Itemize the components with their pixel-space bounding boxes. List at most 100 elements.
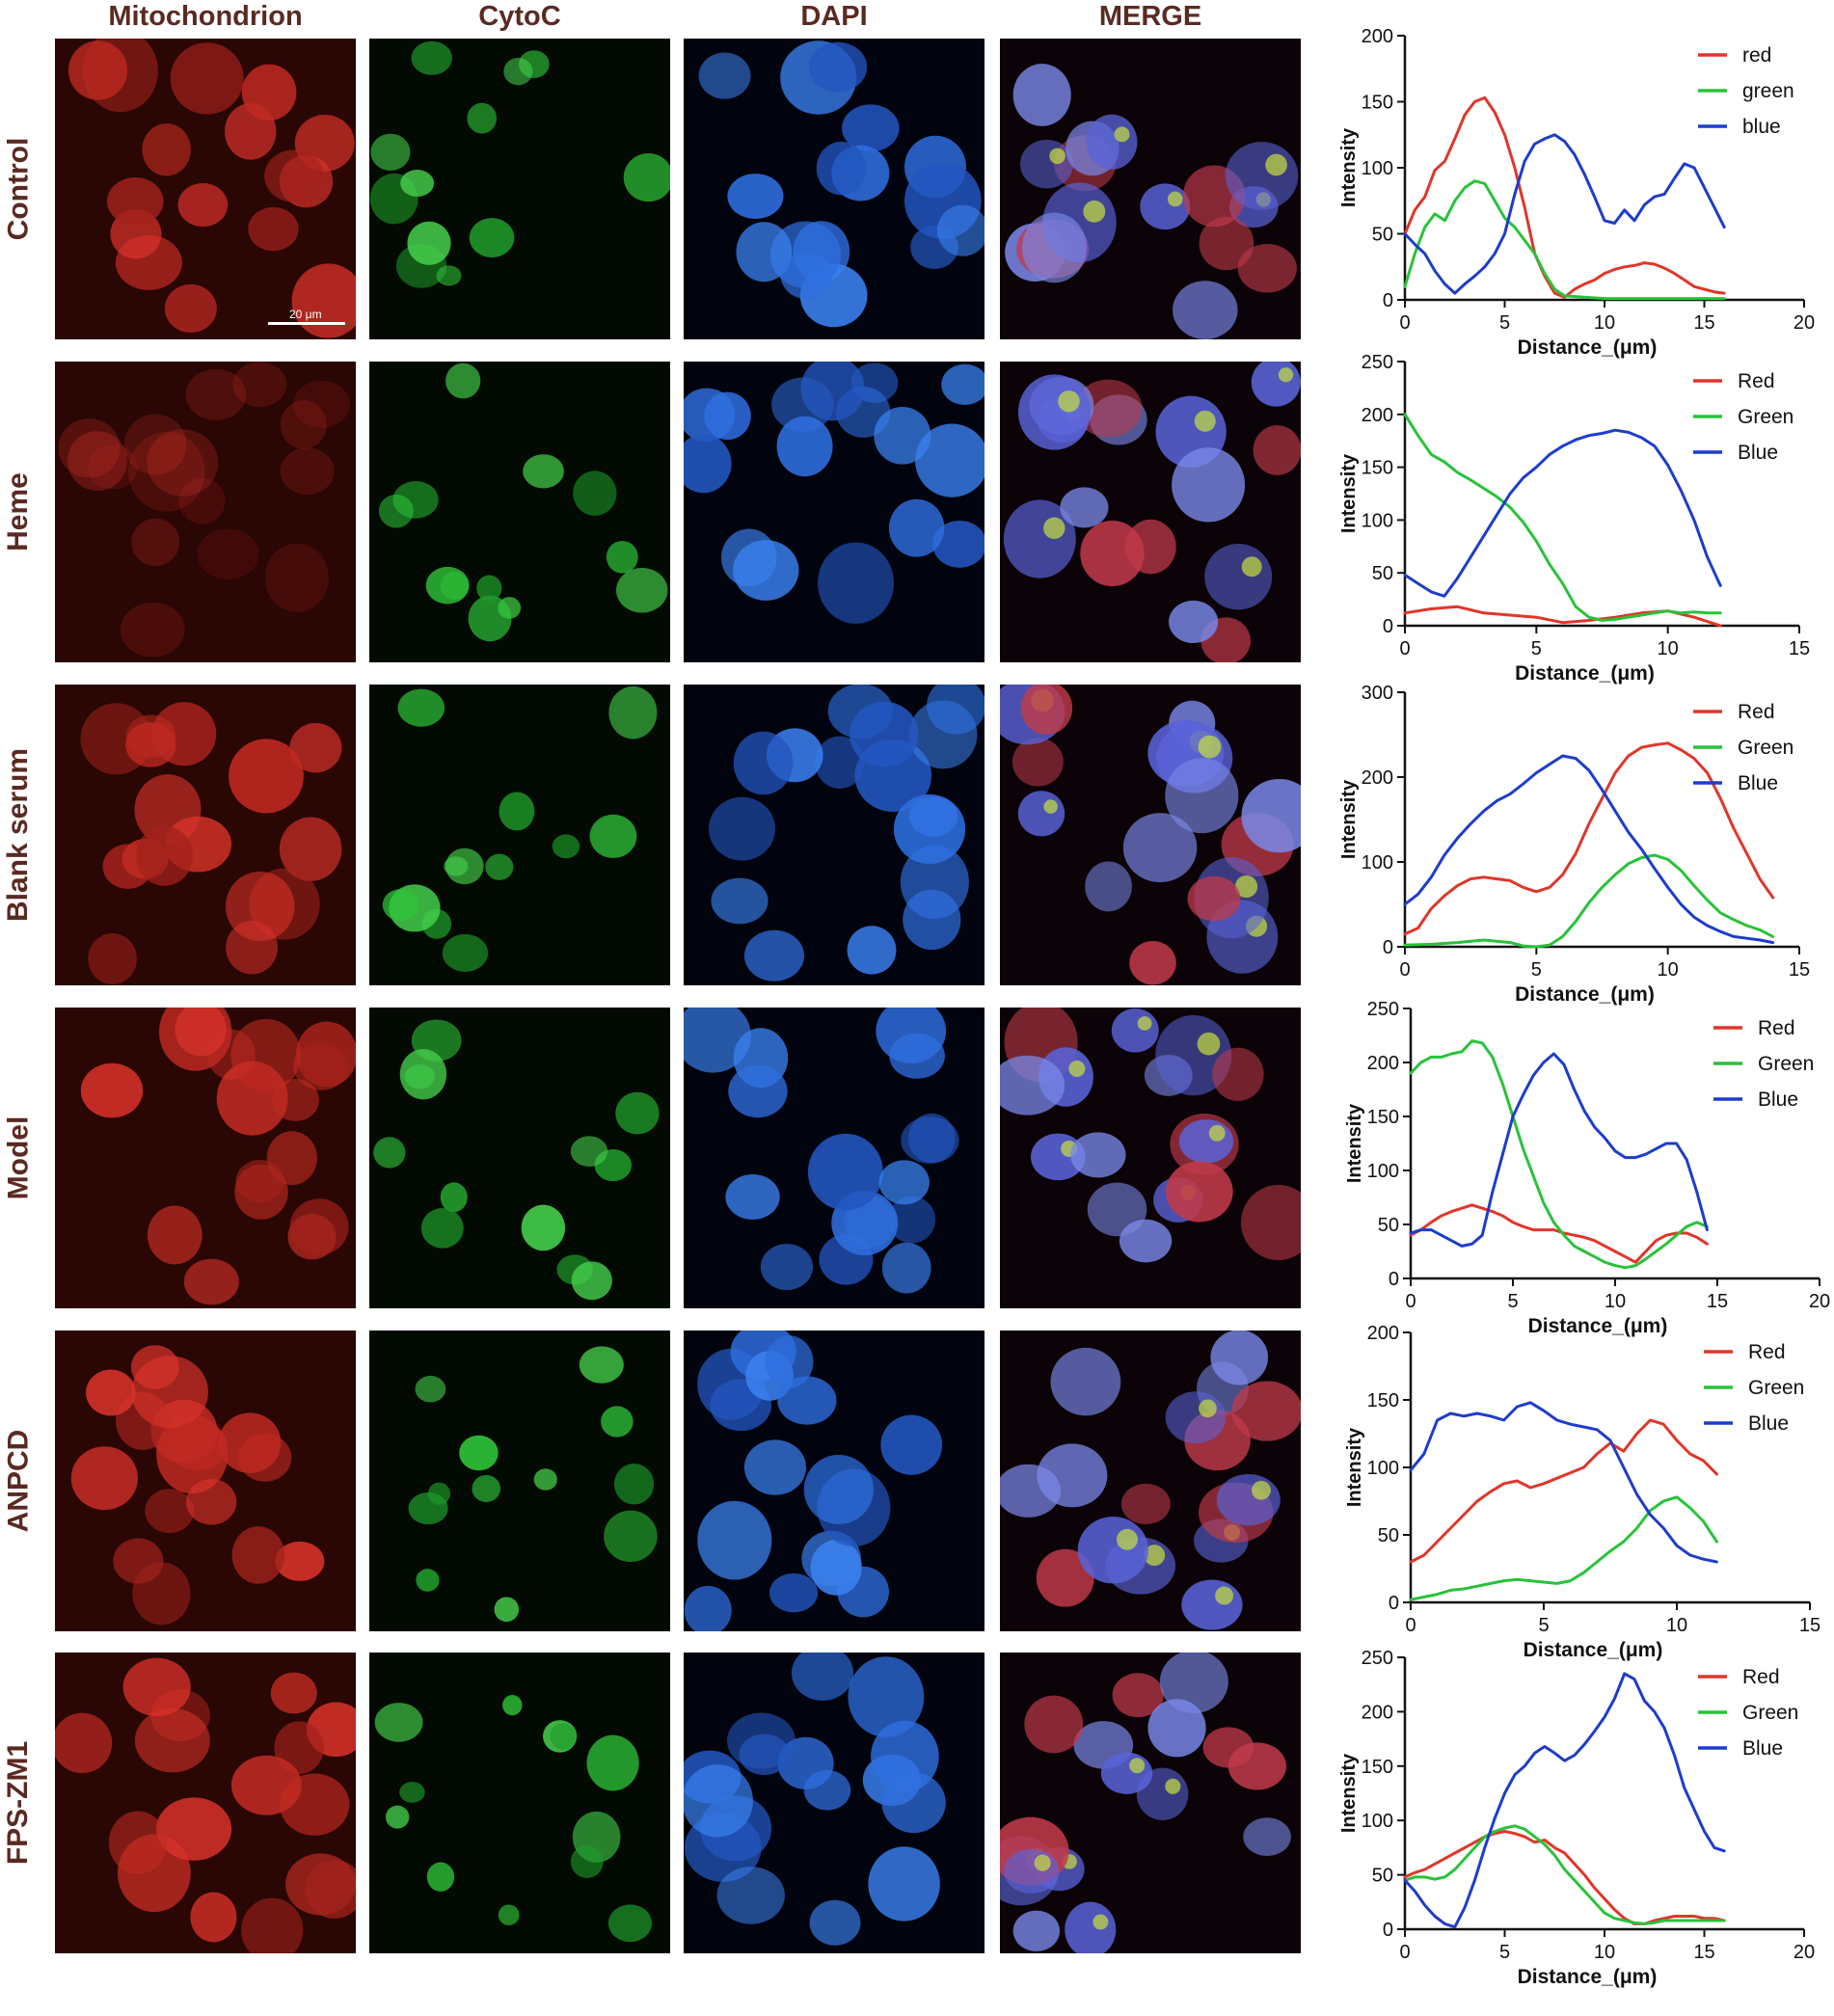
y-tick-label: 100 xyxy=(1362,852,1393,874)
panel-merge-row-2 xyxy=(1000,362,1301,662)
panel-dapi-row-4 xyxy=(684,1008,984,1308)
legend-label-red: Red xyxy=(1748,1341,1786,1363)
legend-label-blue: Blue xyxy=(1748,1412,1789,1435)
panel-cytoc-row-2 xyxy=(369,362,670,662)
legend-label-red: red xyxy=(1742,44,1771,67)
y-axis-title: Intensity xyxy=(1338,1753,1360,1833)
x-tick-label: 5 xyxy=(1531,638,1542,659)
x-tick-label: 15 xyxy=(1707,1291,1728,1312)
panel-merge-row-3 xyxy=(1000,685,1301,985)
x-tick-label: 0 xyxy=(1405,1291,1416,1312)
y-tick-label: 0 xyxy=(1383,1920,1393,1941)
panel-cytoc-row-4 xyxy=(369,1008,670,1308)
legend-label-blue: Blue xyxy=(1738,772,1778,794)
series-line-green xyxy=(1409,1495,1718,1601)
row-label-text: Model xyxy=(2,1116,35,1200)
series-line-blue xyxy=(1403,1672,1726,1929)
series-line-blue xyxy=(1403,133,1726,295)
row-label-text: ANPCD xyxy=(2,1429,35,1533)
panel-cytoc-row-6 xyxy=(369,1653,670,1953)
intensity-chart-4: 0 50 100 150 200 250 0 5 10 15 20 Intensity Distance… xyxy=(1344,0,1832,2016)
series-line-blue xyxy=(1409,1052,1709,1248)
panel-cytoc-row-1 xyxy=(369,39,670,339)
panel-mitochondrion-row-2 xyxy=(55,362,356,662)
intensity-chart-1: 0 50 100 150 200 0 5 10 15 20 Intensity Distance_(μ… xyxy=(1338,0,1832,2016)
y-tick-label: 0 xyxy=(1383,937,1393,958)
x-axis-title: Distance_(μm) xyxy=(1518,336,1658,359)
x-tick-label: 0 xyxy=(1399,312,1410,334)
y-tick-label: 200 xyxy=(1367,1323,1399,1344)
intensity-chart-3: 0 100 200 300 0 5 10 15 Intensity Distance_(μm) Re… xyxy=(1338,0,1832,2016)
series-line-red xyxy=(1403,1830,1726,1925)
y-tick-label: 0 xyxy=(1383,290,1393,311)
y-tick-label: 0 xyxy=(1383,616,1393,637)
x-tick-label: 0 xyxy=(1405,1615,1416,1636)
legend-label-red: Red xyxy=(1758,1017,1795,1039)
intensity-chart-svg: 0 50 100 150 200 250 0 5 10 15 20 Intensity Distance… xyxy=(1338,1648,1815,1988)
x-tick-label: 5 xyxy=(1499,1942,1510,1963)
panel-dapi-row-1 xyxy=(684,39,984,339)
x-axis-title: Distance_(μm) xyxy=(1518,1966,1658,1988)
y-tick-label: 50 xyxy=(1378,1525,1399,1546)
x-tick-label: 20 xyxy=(1809,1291,1830,1312)
panel-dapi-row-3 xyxy=(684,685,984,985)
legend-label-blue: Blue xyxy=(1758,1089,1798,1111)
y-tick-label: 50 xyxy=(1378,1215,1399,1236)
legend-label-red: Red xyxy=(1742,1666,1780,1688)
intensity-chart-svg: 0 50 100 150 200 250 0 5 10 15 Intensity Distance_(… xyxy=(1338,352,1810,685)
x-tick-label: 20 xyxy=(1794,312,1815,334)
y-tick-label: 100 xyxy=(1362,1811,1393,1832)
series-line-red xyxy=(1409,1203,1709,1264)
x-tick-label: 10 xyxy=(1605,1291,1626,1312)
row-label-heme: Heme xyxy=(0,362,37,662)
panel-mitochondrion-row-6 xyxy=(55,1653,356,1953)
x-tick-label: 5 xyxy=(1507,1291,1518,1312)
series-line-green xyxy=(1403,413,1722,622)
y-tick-label: 150 xyxy=(1362,93,1393,114)
x-tick-label: 15 xyxy=(1799,1615,1821,1636)
x-tick-label: 5 xyxy=(1538,1615,1549,1636)
legend-label-blue: blue xyxy=(1742,116,1781,138)
scale-bar xyxy=(268,322,345,325)
series-line-green xyxy=(1409,1039,1709,1270)
legend-label-red: Red xyxy=(1738,701,1775,723)
panel-merge-row-6 xyxy=(1000,1653,1301,1953)
series-line-blue xyxy=(1403,754,1775,945)
y-tick-label: 0 xyxy=(1389,1593,1399,1614)
panel-merge-row-5 xyxy=(1000,1331,1301,1631)
legend-label-green: Green xyxy=(1738,737,1794,759)
x-axis-title: Distance_(μm) xyxy=(1524,1639,1663,1661)
column-header-dapi: DAPI xyxy=(800,1,868,32)
y-axis-title: Intensity xyxy=(1344,1103,1365,1183)
x-tick-label: 15 xyxy=(1693,312,1714,334)
x-tick-label: 15 xyxy=(1789,959,1810,981)
x-tick-label: 20 xyxy=(1794,1942,1815,1963)
series-line-green xyxy=(1403,179,1726,301)
x-axis-title: Distance_(μm) xyxy=(1515,662,1655,685)
row-label-text: FPS-ZM1 xyxy=(2,1740,34,1866)
y-tick-label: 50 xyxy=(1372,1866,1393,1887)
y-axis-title: Intensity xyxy=(1344,1427,1365,1507)
row-label-text: Heme xyxy=(2,472,34,551)
y-tick-label: 200 xyxy=(1367,1053,1399,1074)
panel-mitochondrion-row-3 xyxy=(55,685,356,985)
y-tick-label: 300 xyxy=(1362,683,1393,704)
legend-label-green: Green xyxy=(1742,1702,1798,1724)
legend-label-green: Green xyxy=(1758,1053,1814,1075)
x-tick-label: 10 xyxy=(1658,638,1679,659)
legend-label-green: Green xyxy=(1738,406,1794,428)
row-label-control: Control xyxy=(0,39,37,339)
intensity-chart-5: 0 50 100 150 200 0 5 10 15 Intensity Distance_(μm)… xyxy=(1344,0,1832,2016)
y-tick-label: 100 xyxy=(1367,1458,1399,1479)
x-tick-label: 0 xyxy=(1399,1942,1410,1963)
y-tick-label: 250 xyxy=(1362,1648,1393,1669)
y-tick-label: 100 xyxy=(1362,158,1393,179)
intensity-chart-svg: 0 50 100 150 200 0 5 10 15 20 Intensity Distance_(μ… xyxy=(1338,26,1815,359)
legend-label-red: Red xyxy=(1738,370,1775,392)
x-tick-label: 10 xyxy=(1666,1615,1687,1636)
series-line-red xyxy=(1409,1418,1718,1564)
x-axis-title: Distance_(μm) xyxy=(1528,1315,1668,1337)
series-line-green xyxy=(1403,1824,1726,1925)
y-tick-label: 200 xyxy=(1362,1702,1393,1723)
y-axis-title: Intensity xyxy=(1338,453,1360,533)
